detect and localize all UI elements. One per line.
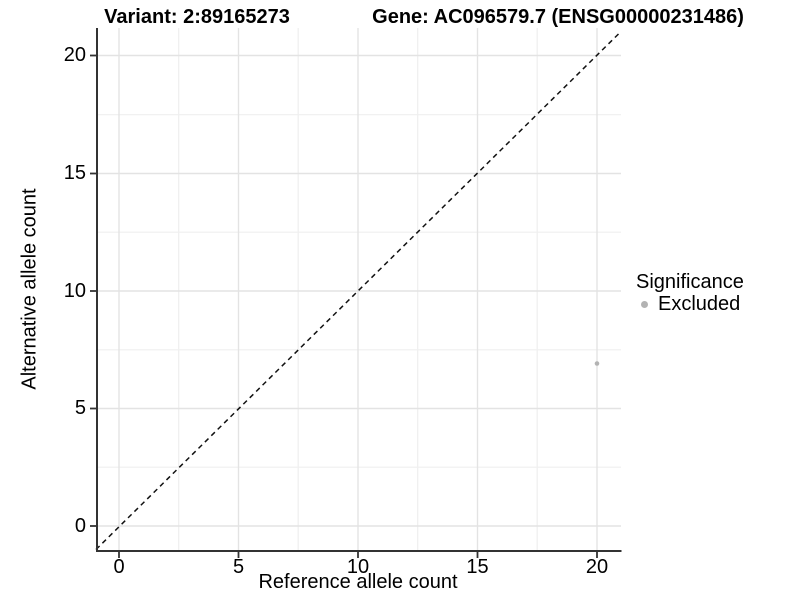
grid-major-lines — [96, 28, 621, 551]
x-axis-tick-marks — [118, 552, 598, 558]
plot-title-variant: Variant: 2:89165273 — [104, 6, 290, 28]
legend-item-label: Excluded — [658, 293, 741, 315]
y-tick-label-0: 0 — [74, 514, 86, 537]
x-tick-label-5: 5 — [232, 556, 245, 578]
y-axis-title: Alternative allele count — [18, 188, 41, 390]
axis-lines — [96, 28, 622, 552]
x-tick-label-20: 20 — [585, 556, 609, 578]
legend-point-icon — [641, 301, 648, 308]
y-tick-label-20: 20 — [63, 44, 86, 66]
legend-title: Significance — [636, 271, 744, 293]
legend: Significance Excluded — [636, 272, 744, 315]
legend-item-excluded: Excluded — [636, 294, 744, 315]
y-tick-label-15: 15 — [63, 162, 86, 184]
plot-title-gene: Gene: AC096579.7 (ENSG00000231486) — [372, 6, 744, 28]
x-tick-label-0: 0 — [113, 556, 125, 578]
y-tick-label-10: 10 — [63, 279, 86, 302]
y-axis-tick-marks — [90, 54, 96, 527]
x-tick-label-15: 15 — [466, 556, 489, 578]
identity-reference-line — [95, 30, 622, 551]
x-axis-title: Reference allele count — [258, 571, 458, 593]
x-tick-label-10: 10 — [346, 556, 370, 578]
y-tick-label-5: 5 — [74, 397, 86, 419]
data-point-excluded — [594, 361, 600, 366]
